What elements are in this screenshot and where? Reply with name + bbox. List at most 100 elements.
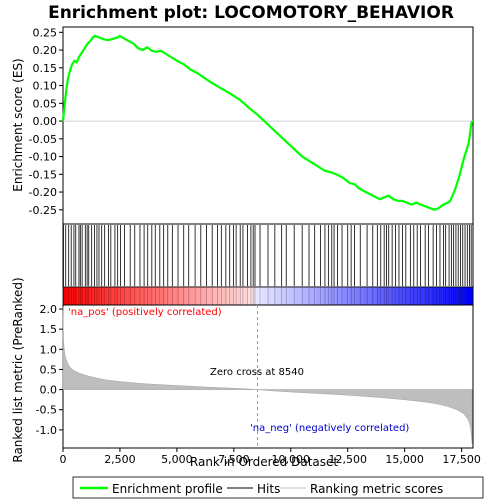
metric-panel: 2.0 1.5 1.0 0.5 0.0 -0.5 -1.0 0 2,500 5,000 7,500 1… bbox=[36, 303, 481, 466]
x-tick-label: 17,500 bbox=[442, 453, 481, 466]
es-y-tick-label: -0.20 bbox=[29, 186, 57, 199]
metric-y-tick-label: 2.0 bbox=[40, 303, 58, 316]
colorbar-segment bbox=[158, 287, 166, 305]
colorbar-segment bbox=[165, 287, 173, 305]
colorbar-segment bbox=[138, 287, 146, 305]
colorbar-segment bbox=[329, 287, 337, 305]
x-tick-label: 12,500 bbox=[328, 453, 367, 466]
colorbar-segment bbox=[76, 287, 84, 305]
legend: Enrichment profile Hits Ranking metric s… bbox=[72, 476, 484, 499]
ranking-metric-area bbox=[62, 306, 473, 445]
neg-correlated-label: 'na_neg' (negatively correlated) bbox=[250, 423, 409, 434]
colorbar-segment bbox=[145, 287, 153, 305]
colorbar-segment bbox=[397, 287, 406, 305]
metric-y-axis-label: Ranked list metric (PreRanked) bbox=[11, 277, 25, 462]
metric-y-tick-label: 1.0 bbox=[40, 343, 58, 356]
colorbar-segment bbox=[227, 287, 235, 305]
colorbar-segment bbox=[459, 287, 467, 305]
colorbar-segment bbox=[233, 287, 242, 305]
colorbar-segment bbox=[288, 287, 296, 305]
colorbar-segment bbox=[322, 287, 330, 305]
colorbar-segment bbox=[411, 287, 419, 305]
enrichment-profile-line bbox=[61, 34, 473, 211]
colorbar-segment bbox=[363, 287, 371, 305]
colorbar-segment bbox=[220, 287, 228, 305]
colorbar-segment bbox=[274, 287, 283, 305]
x-tick-label: 0 bbox=[60, 453, 67, 466]
colorbar-segment bbox=[370, 287, 378, 305]
colorbar-segment bbox=[69, 287, 78, 305]
es-y-tick-label: 0.20 bbox=[33, 44, 58, 57]
metric-y-tick-label: 1.5 bbox=[40, 323, 58, 336]
legend-label-metric: Ranking metric scores bbox=[310, 482, 443, 496]
colorbar-segment bbox=[302, 287, 310, 305]
es-y-tick-label: 0.05 bbox=[33, 97, 58, 110]
colorbar-segment bbox=[404, 287, 412, 305]
colorbar-segment bbox=[452, 287, 460, 305]
hits-panel bbox=[62, 223, 474, 288]
x-axis-label: Rank in Ordered Dataset bbox=[190, 455, 338, 469]
legend-box bbox=[72, 476, 484, 499]
colorbar-segment bbox=[377, 287, 385, 305]
x-tick-label: 10,000 bbox=[272, 453, 311, 466]
colorbar-segment bbox=[268, 287, 276, 305]
es-panel: 0.25 0.20 0.15 0.10 0.05 0.00 -0.05 -0.10 -0.15 -… bbox=[29, 26, 474, 225]
colorbar-segment bbox=[261, 287, 269, 305]
colorbar-segment bbox=[186, 287, 194, 305]
colorbar-segment bbox=[63, 287, 71, 305]
es-y-tick-label: 0.25 bbox=[33, 26, 58, 39]
colorbar-segment bbox=[432, 287, 440, 305]
x-tick-label: 5,000 bbox=[161, 453, 193, 466]
pos-correlated-label: 'na_pos' (positively correlated) bbox=[68, 307, 222, 318]
colorbar-segment bbox=[247, 287, 255, 305]
es-y-tick-label: -0.15 bbox=[29, 168, 57, 181]
colorbar-segment bbox=[343, 287, 351, 305]
es-y-tick-label: 0.10 bbox=[33, 80, 58, 93]
colorbar-segment bbox=[131, 287, 139, 305]
es-y-tick-label: -0.10 bbox=[29, 151, 57, 164]
metric-y-tick-label: -0.5 bbox=[36, 404, 57, 417]
colorbar-segment bbox=[295, 287, 303, 305]
colorbar-segment bbox=[192, 287, 201, 305]
es-y-axis-label: Enrichment score (ES) bbox=[11, 58, 25, 191]
colorbar-segment bbox=[445, 287, 453, 305]
legend-label-enrichment: Enrichment profile bbox=[112, 482, 223, 496]
colorbar-segment bbox=[206, 287, 214, 305]
zero-cross-label: Zero cross at 8540 bbox=[210, 367, 304, 378]
colorbar-segment bbox=[281, 287, 289, 305]
es-y-tick-label: 0.00 bbox=[33, 115, 58, 128]
legend-label-hits: Hits bbox=[257, 482, 280, 496]
colorbar-segment bbox=[466, 287, 474, 305]
colorbar-segment bbox=[213, 287, 221, 305]
colorbar-segment bbox=[117, 287, 125, 305]
colorbar-segment bbox=[172, 287, 180, 305]
colorbar-segment bbox=[90, 287, 98, 305]
x-tick-label: 2,500 bbox=[104, 453, 136, 466]
colorbar-segment bbox=[199, 287, 207, 305]
colorbar-segment bbox=[315, 287, 324, 305]
colorbar-segment bbox=[97, 287, 105, 305]
colorbar-segment bbox=[240, 287, 248, 305]
colorbar-segment bbox=[438, 287, 447, 305]
colorbar-segment bbox=[391, 287, 399, 305]
x-tick-label: 15,000 bbox=[385, 453, 424, 466]
es-y-tick-label: -0.25 bbox=[29, 204, 57, 217]
colorbar-segment bbox=[83, 287, 91, 305]
colorbar-segment bbox=[384, 287, 392, 305]
colorbar-segment bbox=[350, 287, 358, 305]
colorbar-segment bbox=[179, 287, 187, 305]
colorbar-segment bbox=[356, 287, 365, 305]
ranking-colorbar bbox=[62, 286, 474, 306]
metric-y-tick-label: 0.0 bbox=[40, 384, 58, 397]
metric-y-tick-label: 0.5 bbox=[40, 363, 58, 376]
colorbar-segment bbox=[104, 287, 112, 305]
es-y-tick-label: 0.15 bbox=[33, 62, 58, 75]
chart-title: Enrichment plot: LOCOMOTORY_BEHAVIOR bbox=[48, 3, 454, 23]
x-tick-label: 7,500 bbox=[218, 453, 250, 466]
colorbar-segment bbox=[124, 287, 132, 305]
colorbar-segment bbox=[254, 287, 262, 305]
metric-y-tick-label: -1.0 bbox=[36, 424, 57, 437]
colorbar-segment bbox=[110, 287, 119, 305]
colorbar-segment bbox=[418, 287, 426, 305]
